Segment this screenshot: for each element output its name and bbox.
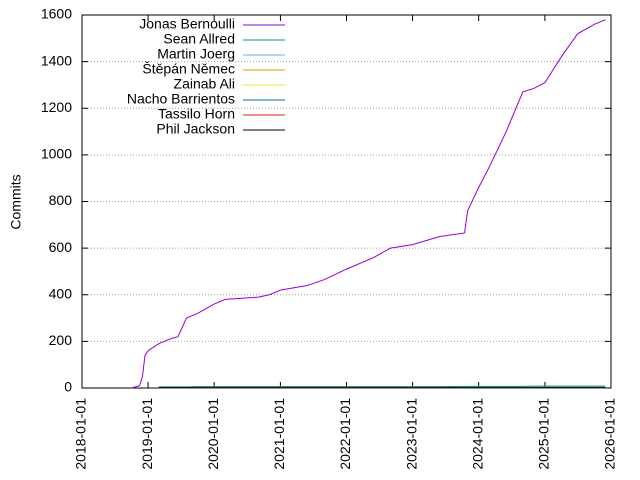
y-tick-label: 800 [49,192,73,208]
x-tick-label: 2018-01-01 [73,398,89,470]
x-tick-label: 2022-01-01 [337,398,353,470]
series-line [131,19,606,389]
x-tick-label: 2024-01-01 [469,398,485,470]
y-tick-label: 0 [64,379,72,395]
y-tick-label: 200 [49,332,73,348]
y-axis-label: Commits [8,174,24,229]
legend-label: Štěpán Němec [142,61,235,77]
x-tick-label: 2019-01-01 [139,398,155,470]
x-tick-label: 2020-01-01 [205,398,221,470]
y-tick-label: 400 [49,285,73,301]
y-tick-label: 1000 [41,146,72,162]
y-tick-label: 1600 [41,6,72,22]
x-tick-label: 2021-01-01 [271,398,287,470]
x-tick-label: 2025-01-01 [536,398,552,470]
series-line [158,385,606,388]
x-tick-label: 2026-01-01 [602,398,618,470]
legend-label: Tassilo Horn [158,106,235,122]
legend-label: Phil Jackson [156,121,235,137]
y-tick-label: 1400 [41,52,72,68]
x-tick-label: 2023-01-01 [403,398,419,470]
y-tick-label: 1200 [41,99,72,115]
legend-label: Jonas Bernoulli [139,16,235,32]
y-tick-label: 600 [49,239,73,255]
legend-label: Nacho Barrientos [127,91,235,107]
legend-label: Martin Joerg [157,46,235,62]
legend-label: Sean Allred [163,31,235,47]
legend-label: Zainab Ali [174,76,235,92]
